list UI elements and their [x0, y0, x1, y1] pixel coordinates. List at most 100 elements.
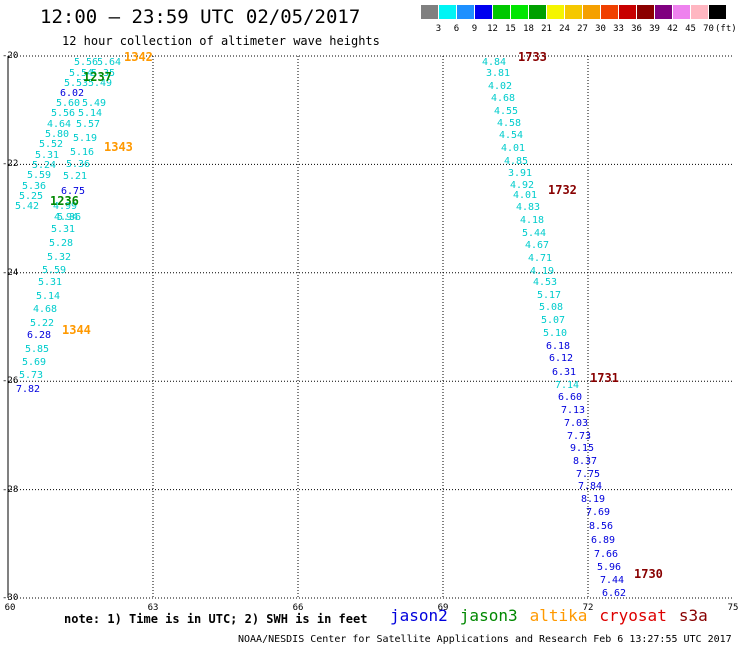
wave-height-value: 7.84: [578, 481, 603, 492]
scale-swatch: [619, 5, 636, 19]
wave-height-value: 4.19: [530, 266, 555, 277]
wave-height-value: 5.16: [70, 147, 95, 158]
wave-height-value: 6.28: [27, 330, 52, 341]
wave-height-value: 5.28: [49, 238, 74, 249]
scale-label: 6: [453, 24, 460, 34]
wave-height-value: 5.59: [27, 170, 52, 181]
lon-tick-label: 75: [727, 603, 739, 613]
wave-height-value: 6.31: [552, 367, 577, 378]
scale-label: 45: [685, 24, 696, 34]
wave-height-value: 4.92: [510, 180, 535, 191]
scale-label: 36: [631, 24, 642, 34]
scale-swatch: [421, 5, 438, 19]
scale-label: 9: [471, 24, 478, 34]
scale-label: 70: [703, 24, 714, 34]
satellite-legend: jason2 jason3 altika cryosat s3a: [390, 606, 720, 625]
wave-height-value: 5.24: [32, 160, 57, 171]
wave-height-value: 5.22: [30, 318, 55, 329]
scale-label: 15: [505, 24, 516, 34]
wave-height-value: 7.69: [586, 507, 611, 518]
scale-label: 18: [523, 24, 534, 34]
wave-height-value: 3.91: [508, 168, 533, 179]
wave-height-value: 5.10: [543, 328, 568, 339]
wave-height-value: 5.44: [522, 228, 547, 239]
scale-label: 39: [649, 24, 660, 34]
wave-height-value: 5.56: [51, 108, 76, 119]
scale-label: 21: [541, 24, 552, 34]
wave-height-value: 4.83: [516, 202, 541, 213]
pass-time-label: 1236: [50, 194, 79, 208]
lon-tick-label: 60: [4, 603, 16, 613]
scale-label: 3: [435, 24, 442, 34]
lon-tick-label: 69: [437, 603, 449, 613]
scale-swatch: [565, 5, 582, 19]
scale-swatch: [439, 5, 456, 19]
legend-item-jason2: jason2: [390, 606, 448, 625]
wave-height-value: 7.14: [555, 380, 580, 391]
lon-tick-label: 66: [292, 603, 304, 613]
wave-height-value: 7.03: [564, 418, 589, 429]
wave-height-value: 4.54: [499, 130, 524, 141]
wave-height-value: 4.01: [513, 190, 538, 201]
scale-swatch: [601, 5, 618, 19]
wave-height-value: 5.25: [19, 191, 44, 202]
wave-height-value: 5.53: [64, 78, 89, 89]
wave-height-value: 4.99: [53, 201, 78, 212]
pass-time-label: 1732: [548, 183, 577, 197]
lat-tick-label: -24: [2, 267, 19, 278]
page-subtitle: 12 hour collection of altimeter wave hei…: [62, 34, 380, 48]
wave-height-value: 5.32: [47, 252, 72, 263]
wave-height-value: 8.56: [589, 521, 614, 532]
lat-tick-label: -28: [2, 484, 19, 495]
wave-height-value: 5.96: [597, 562, 622, 573]
pass-time-label: 1731: [590, 371, 619, 385]
wave-height-value: 5.19: [73, 133, 98, 144]
wave-height-value: 7.66: [594, 549, 619, 560]
pass-time-label: 1733: [518, 50, 547, 64]
wave-height-value: 4.85: [504, 156, 529, 167]
wave-height-value: 6.18: [546, 341, 571, 352]
scale-swatch: [637, 5, 654, 19]
wave-height-value: 4.02: [488, 81, 513, 92]
wave-height-value: 7.75: [576, 469, 601, 480]
scale-swatch: [655, 5, 672, 19]
scale-label: 24: [559, 24, 570, 34]
wave-height-value: 4.01: [501, 143, 526, 154]
lat-tick-label: -30: [2, 593, 19, 603]
wave-height-value: 5.31: [51, 224, 76, 235]
note: note: 1) Time is in UTC; 2) SWH is in fe…: [64, 612, 368, 626]
pass-time-label: 1344: [62, 323, 91, 337]
wave-height-value: 6.89: [591, 535, 616, 546]
scale-swatch: [475, 5, 492, 19]
wave-height-value: 5.17: [537, 290, 562, 301]
wave-height-value: 5.21: [63, 171, 88, 182]
scale-label: 27: [577, 24, 588, 34]
wave-height-value: 5.73: [19, 370, 44, 381]
page-title: 12:00 — 23:59 UTC 02/05/2017: [40, 6, 361, 28]
wave-height-value: 5.80: [45, 129, 70, 140]
wave-height-value: 7.13: [561, 405, 586, 416]
wave-height-value: 5.07: [541, 315, 566, 326]
legend-item-altika: altika: [529, 606, 588, 625]
lat-tick-label: -22: [2, 159, 19, 170]
wave-height-value: 4.68: [33, 304, 58, 315]
wave-height-value: 5.59: [42, 265, 67, 276]
wave-height-value: 4.55: [494, 106, 519, 117]
wave-height-value: 4.67: [525, 240, 550, 251]
wave-height-value: 5.08: [539, 302, 564, 313]
scale-swatch: [511, 5, 528, 19]
legend-item-jason3: jason3: [459, 606, 518, 625]
wave-height-value: 5.36: [22, 181, 47, 192]
lat-tick-label: -26: [2, 376, 19, 387]
wave-height-value: 4.64: [47, 119, 72, 130]
legend-item-cryosat: cryosat: [599, 606, 667, 625]
scale-swatch: [493, 5, 510, 19]
pass-time-label: 1343: [104, 140, 133, 154]
wave-height-value: 8.37: [573, 456, 598, 467]
scale-unit: (ft): [715, 24, 737, 34]
wave-height-value: 5.36: [57, 212, 82, 223]
wave-height-value: 5.49: [88, 78, 113, 89]
wave-height-value: 9.15: [570, 443, 595, 454]
